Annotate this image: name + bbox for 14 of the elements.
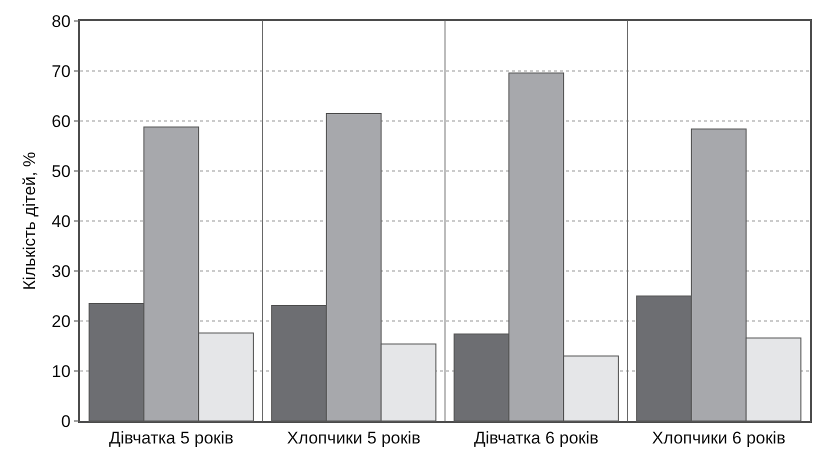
y-tick-label: 80 <box>52 12 71 31</box>
y-tick-label: 10 <box>52 362 71 381</box>
y-tick-label: 0 <box>61 412 71 431</box>
x-tick-label: Дівчатка 6 років <box>474 428 599 448</box>
x-tick-label: Дівчатка 5 років <box>108 428 234 448</box>
x-tick-label: Хлопчики 5 років <box>287 428 420 448</box>
x-tick-label: Хлопчики 6 років <box>652 428 786 448</box>
y-tick-label: 70 <box>52 62 71 81</box>
y-tick-label: 40 <box>52 212 71 231</box>
y-tick-label: 20 <box>52 312 71 331</box>
y-tick-label: 60 <box>52 112 71 131</box>
y-tick-label: 30 <box>52 262 71 281</box>
y-axis-title: Кількість дітей, % <box>20 152 39 290</box>
y-tick-label: 50 <box>52 162 71 181</box>
